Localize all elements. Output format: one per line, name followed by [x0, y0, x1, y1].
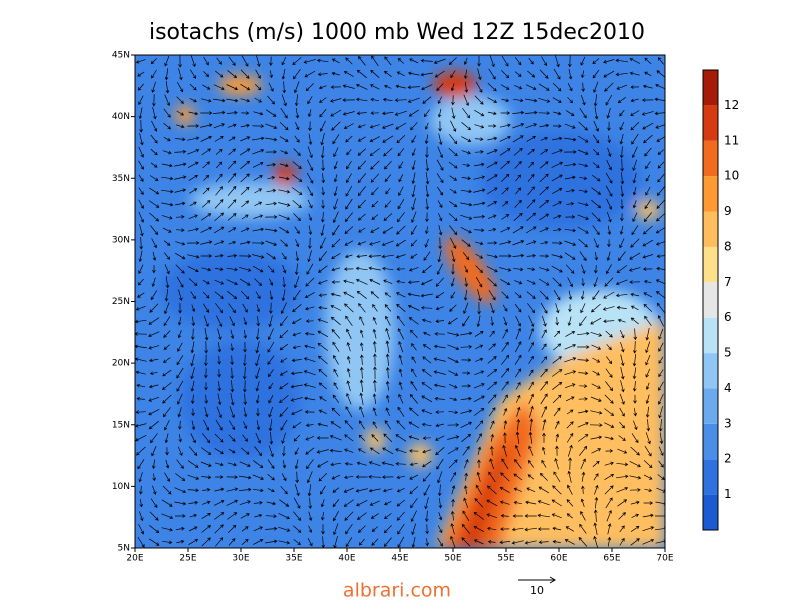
lat-label: 25N [112, 297, 130, 307]
colorbar-swatch [703, 140, 718, 177]
lon-label: 25E [179, 554, 196, 564]
colorbar-label: 10 [724, 169, 739, 183]
vector-key-label: 10 [530, 584, 544, 597]
lon-label: 45E [391, 554, 408, 564]
colorbar-label: 5 [724, 346, 732, 360]
title: isotachs (m/s) 1000 mb Wed 12Z 15dec2010 [149, 20, 645, 45]
colorbar-swatch [703, 70, 718, 106]
lon-label: 60E [550, 554, 567, 564]
colorbar-swatch [703, 388, 718, 424]
lon-label: 30E [232, 554, 249, 564]
colorbar-swatch [703, 282, 718, 318]
lat-label: 45N [112, 51, 130, 61]
colorbar-swatch [703, 494, 718, 530]
lon-label: 50E [444, 554, 461, 564]
colorbar-swatch [703, 246, 718, 283]
lat-label: 30N [112, 235, 130, 245]
lon-label: 20E [126, 554, 143, 564]
wind-arrows [135, 55, 665, 548]
colorbar-swatch [703, 423, 718, 460]
colorbar-swatch [703, 176, 718, 212]
colorbar-label: 12 [724, 98, 739, 112]
lon-label: 55E [497, 554, 514, 564]
lat-label: 35N [112, 174, 130, 184]
lon-label: 65E [603, 554, 620, 564]
colorbar-label: 3 [724, 416, 732, 430]
colorbar-swatch [703, 353, 718, 389]
lat-label: 20N [112, 359, 130, 369]
colorbar-swatch [703, 105, 718, 141]
lon-label: 40E [338, 554, 355, 564]
colorbar-label: 4 [724, 381, 732, 395]
lon-label: 35E [285, 554, 302, 564]
colorbar-label: 1 [724, 487, 732, 501]
vector-key-head [549, 576, 556, 584]
colorbar-swatch [703, 211, 718, 247]
colorbar-label: 2 [724, 452, 732, 466]
colorbar-label: 6 [724, 310, 732, 324]
colorbar-swatch [703, 317, 718, 354]
colorbar-label: 7 [724, 275, 732, 289]
watermark: albrari.com [343, 580, 451, 601]
map-field [135, 55, 665, 548]
colorbar-label: 11 [724, 133, 739, 147]
colorbar-label: 9 [724, 204, 732, 218]
lon-label: 70E [656, 554, 673, 564]
lat-label: 40N [112, 112, 130, 122]
lat-label: 15N [112, 420, 130, 430]
lat-label: 5N [118, 544, 130, 554]
colorbar-frame [702, 69, 719, 531]
colorbar-swatch [703, 459, 718, 495]
lat-label: 10N [112, 482, 130, 492]
colorbar-label: 8 [724, 239, 732, 253]
